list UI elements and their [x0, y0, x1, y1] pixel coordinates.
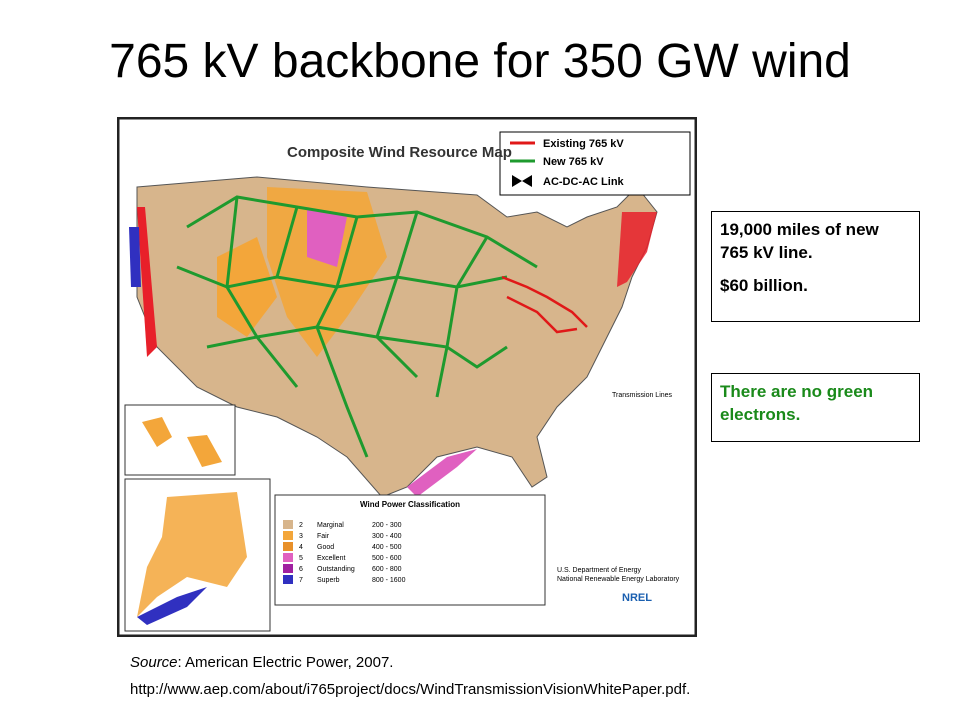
class-swatch: [283, 542, 293, 551]
legend-label: Existing 765 kV: [543, 138, 624, 150]
class-cell: 2: [299, 522, 303, 529]
hawaii-land: [142, 417, 222, 467]
source-label: Source: [130, 654, 178, 671]
wind-zone: [129, 227, 141, 287]
agency: U.S. Department of Energy: [557, 567, 642, 574]
class-cell: 3: [299, 533, 303, 540]
class-cell: Fair: [317, 533, 330, 540]
classification-title: Wind Power Classification: [360, 500, 460, 509]
class-swatch: [283, 564, 293, 573]
callout-text: $60 billion.: [720, 276, 808, 295]
legend-label: New 765 kV: [543, 156, 604, 168]
class-cell: 5: [299, 555, 303, 562]
class-cell: 7: [299, 577, 303, 584]
class-cell: 6: [299, 566, 303, 573]
map-title: Composite Wind Resource Map: [287, 144, 512, 161]
source-line: Source: American Electric Power, 2007.: [130, 654, 393, 671]
class-cell: Superb: [317, 577, 340, 584]
class-cell: Outstanding: [317, 566, 355, 573]
class-swatch: [283, 553, 293, 562]
class-swatch: [283, 520, 293, 529]
class-cell: 300 - 400: [372, 533, 402, 540]
wind-zone: [267, 187, 387, 357]
existing-lines: [501, 275, 588, 334]
class-cell: Marginal: [317, 522, 344, 529]
callout-text: 19,000 miles of new 765 kV line.: [720, 220, 879, 262]
hawaii-inset: [124, 404, 236, 476]
class-cell: 800 - 1600: [372, 577, 406, 584]
new-lines: [176, 195, 538, 458]
legend-swatch: [512, 175, 532, 187]
transmission-title: Transmission Lines: [612, 392, 673, 399]
wind-zone: [217, 237, 277, 337]
cost-callout: 19,000 miles of new 765 kV line. $60 bil…: [711, 211, 920, 322]
wind-zone: [307, 207, 347, 267]
class-cell: 500 - 600: [372, 555, 402, 562]
agency: National Renewable Energy Laboratory: [557, 576, 680, 583]
source-text: : American Electric Power, 2007.: [177, 654, 394, 671]
class-cell: 600 - 800: [372, 566, 402, 573]
classification-box: [274, 494, 546, 606]
class-cell: 200 - 300: [372, 522, 402, 529]
wind-zone: [407, 449, 477, 497]
class-cell: Good: [317, 544, 334, 551]
class-cell: Excellent: [317, 555, 345, 562]
class-swatch: [283, 575, 293, 584]
logo: NREL: [622, 592, 652, 604]
alaska-zone: [137, 587, 207, 625]
slide-title: 765 kV backbone for 350 GW wind: [109, 35, 851, 88]
wind-zone: [617, 212, 657, 287]
wind-zone: [137, 207, 157, 357]
wind-map: Existing 765 kV New 765 kV AC-DC-AC Link…: [117, 117, 697, 637]
class-cell: 400 - 500: [372, 544, 402, 551]
class-cell: 4: [299, 544, 303, 551]
alaska-land: [137, 492, 247, 617]
legend-label: AC-DC-AC Link: [543, 176, 625, 188]
source-url: http://www.aep.com/about/i765project/doc…: [130, 681, 691, 698]
note-callout: There are no green electrons.: [711, 373, 920, 442]
class-swatch: [283, 531, 293, 540]
